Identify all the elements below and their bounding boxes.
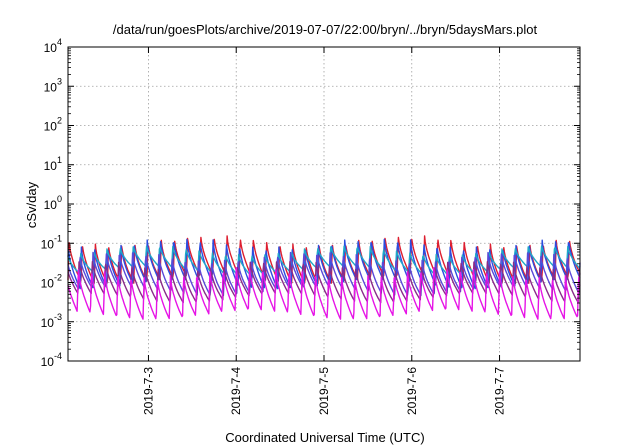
series-line: [67, 251, 581, 297]
x-tick-label: 2019-7-5: [317, 367, 331, 415]
x-ticks: 2019-7-3 2019-7-4 2019-7-5 2019-7-6 2019-7-7: [141, 47, 507, 415]
y-tick-label: 101: [44, 155, 62, 173]
x-tick-label: 2019-7-6: [405, 367, 419, 415]
y-tick-label: 10-3: [41, 312, 62, 330]
x-tick-label: 2019-7-7: [493, 367, 507, 415]
series-line: [67, 238, 581, 290]
series-line: [67, 261, 581, 304]
x-tick-label: 2019-7-3: [141, 367, 155, 415]
y-tick-label: 103: [44, 76, 62, 94]
y-tick-label: 102: [44, 116, 62, 134]
y-axis-label: cSv/day: [24, 181, 39, 228]
x-tick-label: 2019-7-4: [229, 367, 243, 415]
y-ticks: 10-4 10-3 10-2 10-1 100 101 102 103 104: [41, 37, 580, 369]
series-line: [67, 245, 581, 276]
y-tick-label: 10-1: [41, 233, 62, 251]
y-tick-label: 10-2: [41, 273, 62, 291]
y-tick-label: 10-4: [41, 351, 62, 369]
series-line: [67, 267, 581, 320]
y-tick-label: 104: [44, 37, 62, 55]
y-tick-label: 100: [44, 194, 62, 212]
series-group: [67, 235, 581, 320]
grid: [68, 47, 580, 361]
chart-title: /data/run/goesPlots/archive/2019-07-07/2…: [113, 22, 538, 37]
x-axis-label: Coordinated Universal Time (UTC): [225, 430, 424, 445]
